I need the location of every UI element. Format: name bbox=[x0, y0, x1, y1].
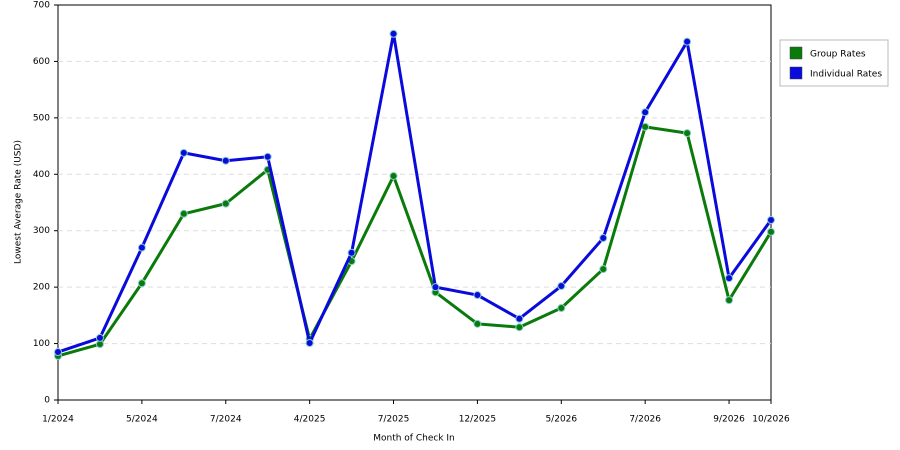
data-point bbox=[389, 29, 398, 38]
data-point bbox=[599, 234, 608, 243]
data-point bbox=[347, 248, 356, 257]
x-tick-label: 7/2026 bbox=[629, 415, 661, 425]
y-tick-label: 100 bbox=[33, 339, 50, 349]
data-point bbox=[137, 279, 146, 288]
data-point bbox=[515, 323, 524, 332]
data-point bbox=[515, 314, 524, 323]
data-point bbox=[137, 243, 146, 252]
data-point bbox=[473, 291, 482, 300]
data-point bbox=[641, 122, 650, 131]
data-point bbox=[179, 148, 188, 157]
data-point bbox=[725, 274, 734, 283]
data-point bbox=[641, 108, 650, 117]
data-point bbox=[263, 152, 272, 161]
data-point bbox=[473, 319, 482, 328]
data-point bbox=[725, 296, 734, 305]
x-tick-label: 7/2025 bbox=[378, 415, 410, 425]
y-tick-label: 200 bbox=[33, 283, 50, 293]
x-tick-label: 12/2025 bbox=[459, 415, 496, 425]
data-point bbox=[683, 129, 692, 138]
legend-swatch bbox=[789, 46, 803, 60]
y-tick-label: 0 bbox=[44, 396, 50, 406]
y-tick-label: 300 bbox=[33, 226, 50, 236]
x-tick-label: 5/2024 bbox=[126, 415, 158, 425]
x-tick-label: 7/2024 bbox=[210, 415, 242, 425]
data-point bbox=[389, 171, 398, 180]
legend-label: Group Rates bbox=[810, 50, 866, 60]
data-point bbox=[221, 199, 230, 208]
y-tick-label: 700 bbox=[33, 1, 50, 11]
x-tick-label: 10/2026 bbox=[752, 415, 790, 425]
x-axis-label: Month of Check In bbox=[373, 434, 455, 444]
series-line bbox=[57, 32, 773, 354]
data-point bbox=[599, 265, 608, 274]
plot-area bbox=[57, 4, 772, 401]
y-axis-label: Lowest Average Rate (USD) bbox=[14, 140, 24, 264]
legend-label: Individual Rates bbox=[810, 70, 882, 80]
data-point bbox=[305, 339, 314, 348]
data-point bbox=[557, 304, 566, 313]
data-point bbox=[767, 215, 775, 224]
data-point bbox=[95, 333, 104, 342]
x-tick-label: 9/2026 bbox=[713, 415, 745, 425]
data-point bbox=[431, 283, 440, 292]
data-point bbox=[557, 282, 566, 291]
data-point bbox=[54, 348, 62, 357]
data-point bbox=[179, 209, 188, 218]
legend-swatch bbox=[789, 66, 803, 80]
data-point bbox=[221, 156, 230, 165]
data-point bbox=[683, 37, 692, 46]
data-point bbox=[767, 227, 775, 236]
x-tick-label: 4/2025 bbox=[294, 415, 326, 425]
series-line bbox=[57, 125, 773, 358]
y-tick-label: 400 bbox=[33, 170, 50, 180]
x-tick-label: 1/2024 bbox=[42, 415, 74, 425]
x-tick-label: 5/2026 bbox=[545, 415, 577, 425]
y-tick-label: 600 bbox=[33, 57, 50, 67]
y-tick-label: 500 bbox=[33, 113, 50, 123]
